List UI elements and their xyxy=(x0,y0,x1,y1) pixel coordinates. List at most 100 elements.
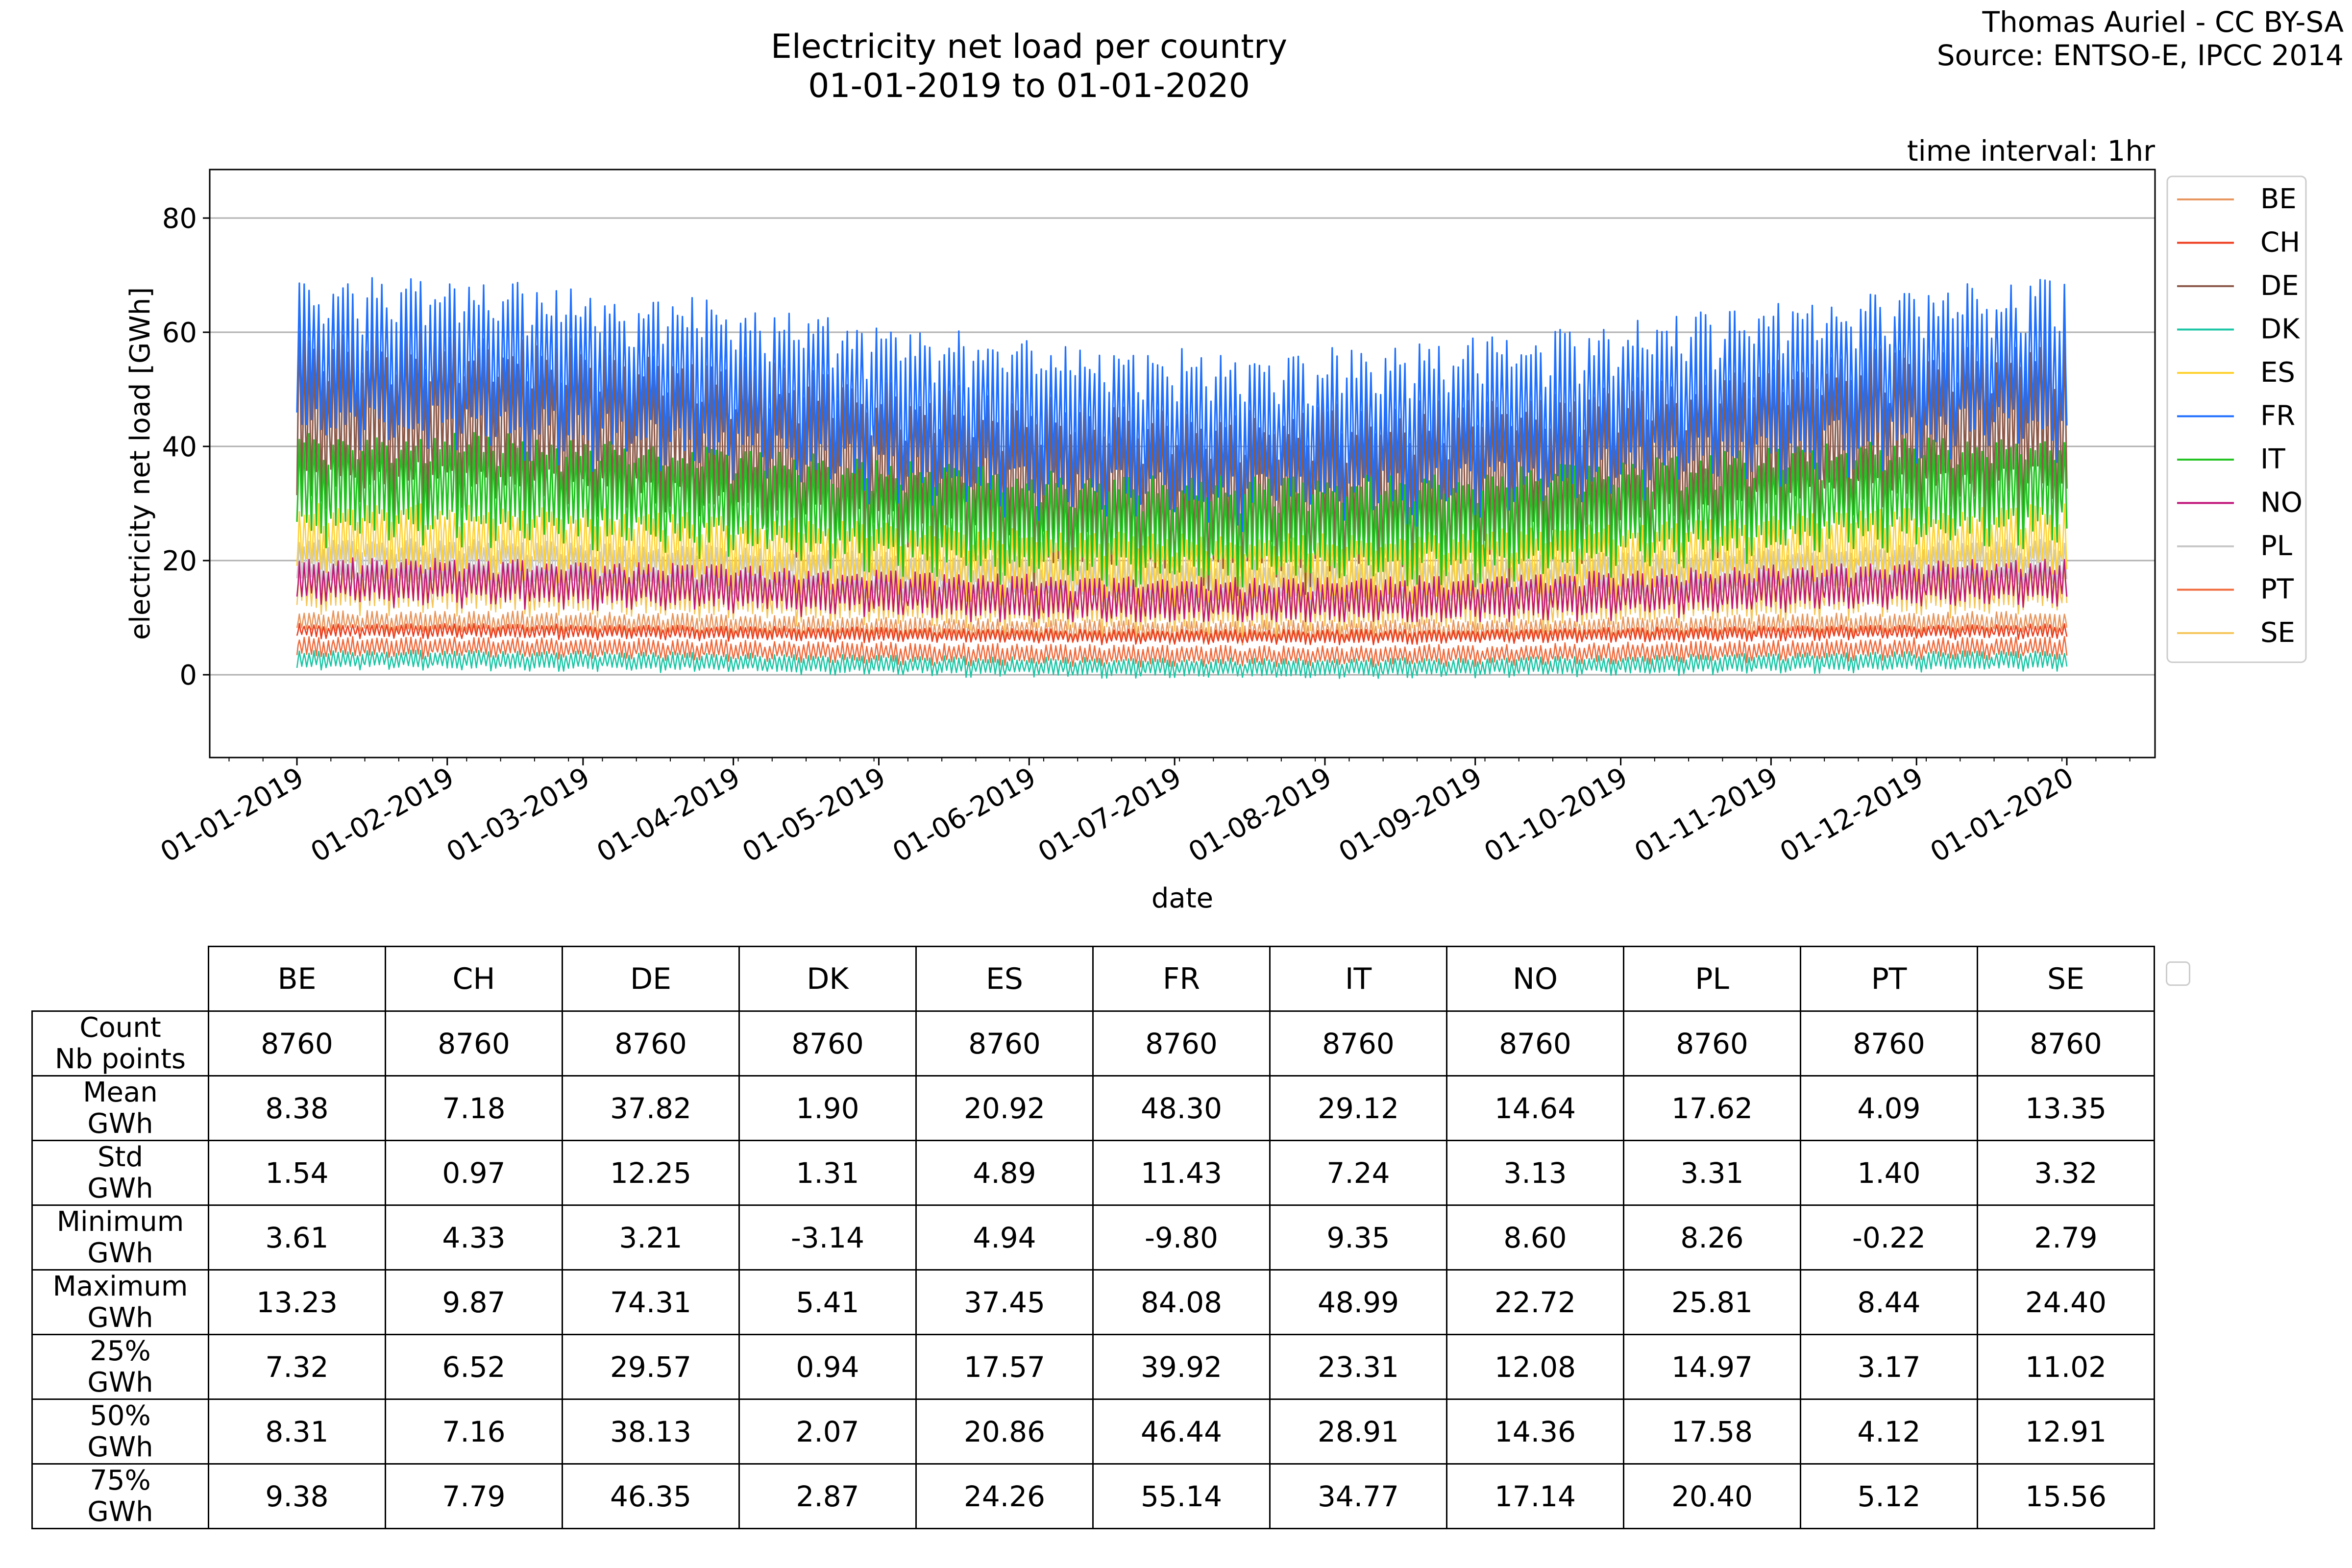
legend-label: DE xyxy=(2260,270,2299,302)
series-line-no xyxy=(296,557,2068,622)
table-cell: 14.36 xyxy=(1446,1398,1624,1465)
table-cell: 1.31 xyxy=(738,1140,917,1206)
table-cell: 14.97 xyxy=(1623,1334,1801,1400)
table-cell: 7.16 xyxy=(385,1398,563,1465)
table-cell: 13.23 xyxy=(208,1269,386,1335)
table-cell: 24.26 xyxy=(915,1463,1094,1529)
table-cell: 8760 xyxy=(738,1010,917,1077)
row-header-unit: GWh xyxy=(87,1495,153,1528)
table-cell: 1.40 xyxy=(1800,1140,1978,1206)
x-tick-label: 01-05-2019 xyxy=(737,761,891,869)
table-cell: 7.32 xyxy=(208,1334,386,1400)
load-chart: Electricity net load per country 01-01-2… xyxy=(124,5,2344,914)
series-line-fr xyxy=(296,277,2068,533)
series-line-dk xyxy=(296,649,2068,679)
table-cell: 8760 xyxy=(1446,1010,1624,1077)
row-header-unit: Nb points xyxy=(54,1043,186,1075)
table-cell: 15.56 xyxy=(1977,1463,2155,1529)
table-cell: 48.99 xyxy=(1269,1269,1447,1335)
table-cell: 1.90 xyxy=(738,1075,917,1141)
row-header-unit: GWh xyxy=(87,1172,153,1204)
table-cell: -0.22 xyxy=(1800,1204,1978,1271)
table-cell: 4.94 xyxy=(915,1204,1094,1271)
table-row: 75% GWh 9.38 7.79 46.35 2.87 24.26 55.14 34.77 17… xyxy=(31,1463,2155,1529)
table-cell: 11.43 xyxy=(1092,1140,1271,1206)
row-header-label: 75% xyxy=(90,1464,151,1496)
table-cell: 7.79 xyxy=(385,1463,563,1529)
column-header: ES xyxy=(915,946,1094,1012)
row-header-label: Minimum xyxy=(56,1205,184,1238)
legend-label: DK xyxy=(2260,314,2300,345)
legend-label: BE xyxy=(2260,183,2297,215)
y-axis-label: electricity net load [GWh] xyxy=(124,287,156,640)
legend-label: PL xyxy=(2260,530,2292,562)
row-header-unit: GWh xyxy=(87,1431,153,1463)
table-cell: 8760 xyxy=(562,1010,740,1077)
table-row: Count Nb points 8760 8760 8760 8760 8760 8760 87… xyxy=(31,1010,2155,1077)
table-row: Std GWh 1.54 0.97 12.25 1.31 4.89 11.43 7.24 3.13… xyxy=(31,1140,2155,1206)
row-header: 75% GWh xyxy=(31,1463,209,1529)
table-cell: 4.89 xyxy=(915,1140,1094,1206)
y-tick-label: 20 xyxy=(162,545,197,577)
table-cell: 0.97 xyxy=(385,1140,563,1206)
legend: BE CH DE DK ES FR IT NO PL PT SE xyxy=(2166,175,2307,663)
table-cell: 6.52 xyxy=(385,1334,563,1400)
table-cell: 2.87 xyxy=(738,1463,917,1529)
table-cell: 8760 xyxy=(1623,1010,1801,1077)
legend-label: NO xyxy=(2260,487,2303,519)
table-cell: 8760 xyxy=(915,1010,1094,1077)
y-tick-label: 80 xyxy=(162,203,197,235)
table-cell: 3.21 xyxy=(562,1204,740,1271)
table-cell: 3.61 xyxy=(208,1204,386,1271)
table-cell: 9.35 xyxy=(1269,1204,1447,1271)
column-header: FR xyxy=(1092,946,1271,1012)
table-cell: 20.40 xyxy=(1623,1463,1801,1529)
table-cell: 74.31 xyxy=(562,1269,740,1335)
table-cell: 2.07 xyxy=(738,1398,917,1465)
table-cell: 5.12 xyxy=(1800,1463,1978,1529)
table-cell: 8760 xyxy=(385,1010,563,1077)
table-cell: 4.12 xyxy=(1800,1398,1978,1465)
table-cell: 14.64 xyxy=(1446,1075,1624,1141)
table-corner xyxy=(32,946,209,1012)
y-tick-label: 0 xyxy=(179,660,197,691)
table-cell: 12.25 xyxy=(562,1140,740,1206)
table-header-row: BE CH DE DK ES FR IT NO PL PT SE xyxy=(32,946,2155,1012)
table-cell: 55.14 xyxy=(1092,1463,1271,1529)
chart-subtitle: 01-01-2019 to 01-01-2020 xyxy=(808,67,1250,105)
x-axis: 01-01-201901-02-201901-03-201901-04-2019… xyxy=(155,758,2131,869)
table-cell: 84.08 xyxy=(1092,1269,1271,1335)
table-cell: 17.62 xyxy=(1623,1075,1801,1141)
x-tick-label: 01-11-2019 xyxy=(1629,761,1783,869)
table-cell: 0.94 xyxy=(738,1334,917,1400)
table-cell: 29.12 xyxy=(1269,1075,1447,1141)
chart-title: Electricity net load per country xyxy=(771,27,1287,66)
table-cell: -9.80 xyxy=(1092,1204,1271,1271)
row-header-unit: GWh xyxy=(87,1366,153,1398)
row-header-label: Maximum xyxy=(52,1270,188,1302)
table-cell: 7.24 xyxy=(1269,1140,1447,1206)
table-cell: 17.57 xyxy=(915,1334,1094,1400)
table-row: 50% GWh 8.31 7.16 38.13 2.07 20.86 46.44 28.91 14… xyxy=(31,1398,2155,1465)
table-row: Maximum GWh 13.23 9.87 74.31 5.41 37.45 84.08 48… xyxy=(31,1269,2155,1335)
y-axis: 0 20 40 60 80 xyxy=(162,203,210,691)
table-cell: 2.79 xyxy=(1977,1204,2155,1271)
table-cell: 12.08 xyxy=(1446,1334,1624,1400)
plot-frame xyxy=(209,169,2156,759)
table-cell: 48.30 xyxy=(1092,1075,1271,1141)
stats-table: BE CH DE DK ES FR IT NO PL PT SE Count Nb… xyxy=(31,946,2155,1529)
table-cell: 8760 xyxy=(208,1010,386,1077)
row-header: Std GWh xyxy=(31,1140,209,1206)
x-tick-label: 01-04-2019 xyxy=(591,761,745,869)
table-cell: 11.02 xyxy=(1977,1334,2155,1400)
row-header: Minimum GWh xyxy=(31,1204,209,1271)
row-header-label: 50% xyxy=(90,1399,151,1432)
table-cell: 4.33 xyxy=(385,1204,563,1271)
legend-label: IT xyxy=(2260,443,2286,475)
column-header: PL xyxy=(1623,946,1801,1012)
x-tick-label: 01-01-2019 xyxy=(155,761,309,869)
table-cell: 8.26 xyxy=(1623,1204,1801,1271)
table-cell: 17.14 xyxy=(1446,1463,1624,1529)
x-tick-label: 01-12-2019 xyxy=(1775,761,1929,869)
x-axis-label: date xyxy=(1152,882,1213,914)
